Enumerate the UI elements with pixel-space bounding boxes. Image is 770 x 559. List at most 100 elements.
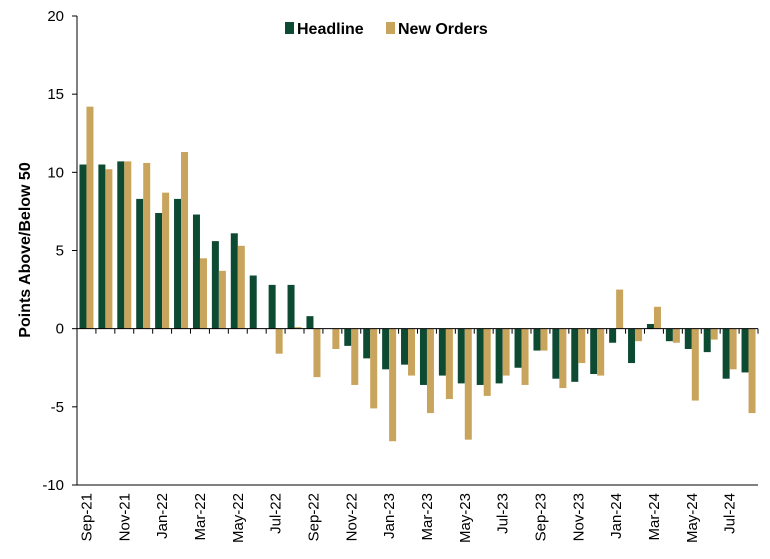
x-tick-label-jan-23: Jan-23 — [381, 493, 398, 539]
x-tick-label-nov-23: Nov-23 — [570, 493, 587, 541]
x-tick-label-sep-21: Sep-21 — [78, 493, 95, 541]
bar-headline-may-24 — [684, 328, 692, 349]
bar-new-orders-may-22 — [237, 245, 245, 329]
x-tick-label-jan-22: Jan-22 — [154, 493, 171, 539]
bar-new-orders-aug-24 — [748, 328, 756, 414]
x-tick-label-sep-22: Sep-22 — [305, 493, 322, 541]
bar-new-orders-apr-23 — [445, 328, 453, 400]
bar-headline-oct-21 — [98, 164, 106, 329]
y-tick-label-15: 15 — [47, 86, 64, 103]
bar-new-orders-mar-23 — [426, 328, 434, 414]
legend: Headline New Orders — [285, 21, 488, 38]
bar-new-orders-oct-21 — [105, 169, 113, 329]
bar-headline-mar-24 — [646, 323, 654, 329]
bar-new-orders-jun-24 — [710, 328, 718, 340]
x-axis-ticks: Sep-21 Nov-21 Jan-22 Mar-22 May-22 Jul-22 Sep-… — [76, 328, 759, 543]
bar-new-orders-oct-22 — [332, 328, 340, 349]
bar-new-orders-jan-24 — [616, 289, 624, 329]
x-tick-label-may-22: May-22 — [230, 493, 247, 543]
x-tick-label-sep-23: Sep-23 — [532, 493, 549, 541]
bar-new-orders-mar-24 — [653, 306, 661, 329]
bar-new-orders-mar-22 — [199, 258, 207, 329]
bar-headline-jun-23 — [476, 328, 484, 385]
bar-headline-nov-21 — [117, 161, 125, 329]
bar-new-orders-jan-22 — [162, 192, 170, 329]
bar-headline-jul-24 — [722, 328, 730, 379]
bar-new-orders-sep-23 — [540, 328, 548, 351]
bar-headline-sep-23 — [533, 328, 541, 351]
bar-headline-aug-23 — [514, 328, 522, 368]
legend-swatch-new-orders — [386, 22, 395, 34]
bar-new-orders-jan-23 — [389, 328, 397, 442]
bar-new-orders-sep-22 — [313, 328, 321, 378]
y-tick-label-5: 5 — [56, 243, 64, 260]
bar-new-orders-dec-22 — [370, 328, 378, 409]
bar-headline-jun-24 — [703, 328, 711, 353]
x-tick-label-mar-23: Mar-23 — [419, 493, 436, 541]
bar-headline-dec-23 — [590, 328, 598, 375]
bar-new-orders-jul-22 — [275, 328, 283, 354]
bar-headline-may-23 — [457, 328, 465, 384]
x-tick-label-jan-24: Jan-24 — [608, 493, 625, 539]
bar-headline-nov-23 — [571, 328, 579, 382]
bar-headline-oct-23 — [552, 328, 560, 379]
bar-headline-dec-21 — [136, 198, 144, 329]
bar-headline-apr-24 — [665, 328, 673, 342]
bar-headline-jun-22 — [249, 275, 257, 329]
bar-new-orders-apr-22 — [218, 270, 226, 329]
bar-headline-aug-24 — [741, 328, 749, 373]
bar-headline-feb-23 — [401, 328, 409, 365]
bar-headline-aug-22 — [287, 284, 295, 329]
bar-series — [79, 106, 756, 442]
x-tick-label-nov-21: Nov-21 — [116, 493, 133, 541]
bar-headline-sep-21 — [79, 164, 87, 329]
x-tick-label-jul-22: Jul-22 — [268, 493, 285, 534]
bar-new-orders-nov-21 — [124, 161, 132, 329]
bar-new-orders-jul-24 — [729, 328, 737, 370]
x-tick-label-jul-23: Jul-23 — [495, 493, 512, 534]
x-tick-label-may-24: May-24 — [684, 493, 701, 543]
bar-new-orders-aug-23 — [521, 328, 529, 385]
x-tick-label-mar-22: Mar-22 — [192, 493, 209, 541]
bar-headline-feb-24 — [628, 328, 636, 364]
bar-new-orders-nov-22 — [351, 328, 359, 385]
bar-headline-mar-22 — [192, 214, 200, 329]
bar-headline-mar-23 — [419, 328, 427, 385]
bar-new-orders-may-24 — [691, 328, 699, 401]
bar-headline-feb-22 — [174, 198, 182, 329]
bar-new-orders-aug-22 — [294, 327, 302, 329]
y-tick-label-10: 10 — [47, 164, 64, 181]
legend-label-new-orders: New Orders — [398, 21, 488, 38]
legend-swatch-headline — [285, 22, 294, 34]
bar-new-orders-jul-23 — [502, 328, 510, 376]
bar-headline-jan-22 — [155, 212, 163, 329]
x-tick-label-nov-22: Nov-22 — [343, 493, 360, 541]
bar-headline-nov-22 — [344, 328, 352, 346]
y-axis-title: Points Above/Below 50 — [17, 162, 34, 338]
bar-new-orders-may-23 — [464, 328, 472, 440]
x-tick-label-may-23: May-23 — [457, 493, 474, 543]
bar-headline-jan-24 — [609, 328, 617, 343]
y-tick-label-neg5: -5 — [51, 399, 64, 416]
bar-headline-dec-22 — [363, 328, 371, 359]
bar-new-orders-feb-22 — [181, 152, 189, 329]
y-tick-label-0: 0 — [56, 321, 64, 338]
legend-label-headline: Headline — [297, 21, 364, 38]
bar-headline-jan-23 — [382, 328, 390, 370]
bar-new-orders-dec-23 — [597, 328, 605, 376]
bar-new-orders-jun-23 — [483, 328, 491, 396]
bar-new-orders-feb-23 — [408, 328, 416, 376]
y-tick-label-neg10: -10 — [42, 477, 64, 494]
bar-new-orders-feb-24 — [635, 328, 643, 342]
bar-new-orders-dec-21 — [143, 162, 151, 329]
bar-headline-apr-23 — [438, 328, 446, 376]
bar-new-orders-nov-23 — [578, 328, 586, 364]
bar-headline-jul-22 — [268, 284, 276, 329]
y-tick-label-20: 20 — [47, 8, 64, 25]
bar-new-orders-apr-24 — [672, 328, 680, 343]
bar-headline-jul-23 — [495, 328, 503, 384]
bar-headline-may-22 — [230, 233, 238, 329]
bar-new-orders-oct-23 — [559, 328, 567, 389]
bar-headline-apr-22 — [211, 241, 219, 329]
